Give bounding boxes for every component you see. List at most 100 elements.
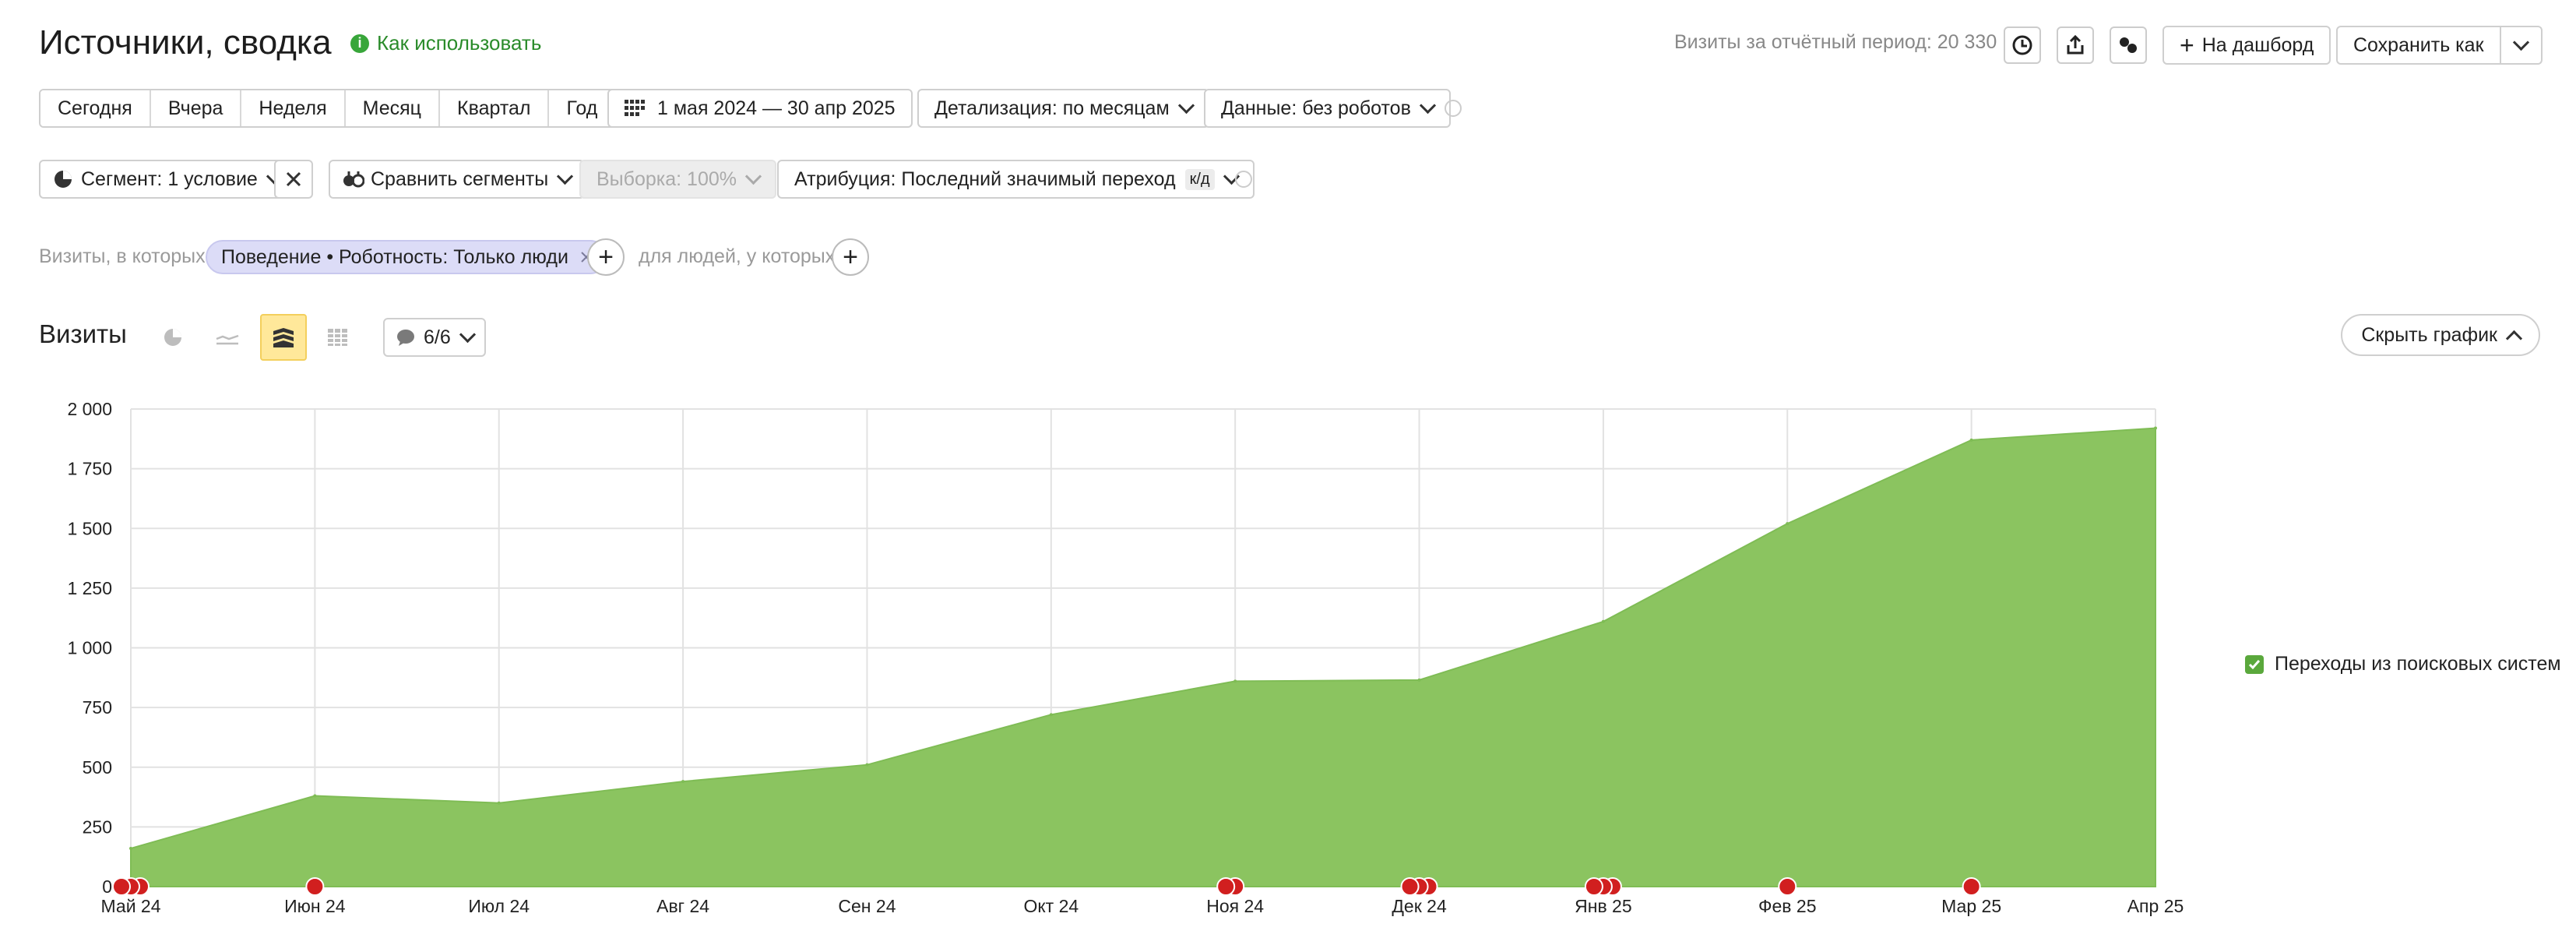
view-bar-button[interactable] (315, 314, 361, 361)
plus-icon: + (2180, 30, 2194, 59)
x-tick-label: Дек 24 (1392, 896, 1447, 916)
loading-icon (1235, 171, 1252, 188)
add-visit-condition-button[interactable]: + (587, 238, 625, 276)
clear-segment-button[interactable] (274, 160, 313, 199)
y-tick-label: 250 (83, 816, 112, 837)
pie-chart-icon (164, 329, 181, 346)
save-as-dropdown[interactable] (2500, 26, 2543, 65)
data-point (865, 763, 869, 767)
y-axis: 0 250 500 750 1 000 1 250 1 500 1 750 2 000 (67, 399, 112, 897)
chevron-down-icon (1419, 97, 1436, 114)
people-condition-prefix: для людей, у которых (639, 245, 836, 267)
x-tick-label: Фев 25 (1758, 896, 1816, 916)
history-button[interactable] (2004, 26, 2041, 64)
range-week[interactable]: Неделя (241, 90, 346, 126)
clock-icon (2012, 35, 2032, 55)
visits-condition-prefix: Визиты, в которых (39, 245, 206, 267)
date-range-picker[interactable]: 1 мая 2024 — 30 апр 2025 (607, 89, 913, 128)
save-as-group: Сохранить как (2336, 26, 2543, 65)
x-tick-label: Июл 24 (468, 896, 530, 916)
range-selector: Сегодня Вчера Неделя Месяц Квартал Год (39, 89, 617, 128)
close-icon (286, 171, 301, 187)
data-point (129, 846, 132, 850)
bar-chart-icon (328, 329, 348, 346)
x-tick-label: Янв 25 (1575, 896, 1632, 916)
segment-select[interactable]: Сегмент: 1 условие (39, 160, 294, 199)
data-point (1233, 679, 1237, 683)
x-tick-label: Окт 24 (1023, 896, 1079, 916)
annotation-markers (112, 877, 1981, 896)
legend-item[interactable]: Переходы из поисковых систем (2245, 653, 2561, 675)
range-quarter[interactable]: Квартал (440, 90, 550, 126)
chevron-down-icon (459, 326, 476, 343)
data-filter-select[interactable]: Данные: без роботов (1204, 89, 1451, 128)
range-month[interactable]: Месяц (345, 90, 440, 126)
note-marker-icon (1216, 877, 1236, 896)
chevron-down-icon (1177, 97, 1195, 114)
x-axis: Май 24 Июн 24 Июл 24 Авг 24 Сен 24 Окт 24 Ноя … (100, 896, 2184, 916)
how-to-label: Как использовать (377, 31, 542, 55)
segments-icon (2120, 37, 2137, 53)
x-tick-label: Мар 25 (1941, 896, 2001, 916)
how-to-link[interactable]: i Как использовать (350, 31, 541, 55)
x-tick-label: Май 24 (100, 896, 160, 916)
attribution-badge: к/д (1184, 168, 1215, 190)
checkbox-checked-icon[interactable] (2245, 654, 2264, 674)
comment-icon (397, 330, 414, 346)
period-visits-label: Визиты за отчётный период: 20 330 (1674, 31, 1997, 53)
line-chart-icon (216, 334, 239, 345)
add-people-condition-button[interactable]: + (832, 238, 869, 276)
y-tick-label: 1 500 (67, 518, 112, 538)
sample-select: Выборка: 100% (579, 160, 776, 199)
x-tick-label: Сен 24 (838, 896, 896, 916)
data-point (1417, 678, 1421, 682)
detail-label: Детализация: по месяцам (934, 97, 1170, 119)
export-button[interactable] (2057, 26, 2094, 64)
page-title: Источники, сводка (39, 23, 332, 62)
data-point (1601, 619, 1605, 623)
note-marker-icon (305, 877, 325, 896)
y-tick-label: 750 (83, 697, 112, 718)
compare-label: Сравнить сегменты (371, 168, 549, 190)
notes-select[interactable]: 6/6 (383, 318, 486, 357)
y-tick-label: 500 (83, 757, 112, 778)
chart-series (129, 426, 2157, 887)
condition-chip[interactable]: Поведение • Роботность: Только люди (206, 240, 607, 274)
area-series-search (130, 427, 2156, 887)
data-point (2154, 426, 2157, 430)
condition-chip-label: Поведение • Роботность: Только люди (221, 245, 568, 268)
notes-count: 6/6 (424, 326, 451, 348)
view-area-button[interactable] (260, 314, 307, 361)
loading-icon (1445, 100, 1462, 117)
attribution-label: Атрибуция: Последний значимый переход (794, 168, 1176, 190)
x-tick-label: Авг 24 (656, 896, 709, 916)
save-as-button[interactable]: Сохранить как (2336, 26, 2501, 65)
view-line-button[interactable] (204, 314, 251, 361)
detail-select[interactable]: Детализация: по месяцам (917, 89, 1209, 128)
chevron-down-icon (557, 168, 574, 185)
range-yesterday[interactable]: Вчера (150, 90, 242, 126)
note-marker-icon (1778, 877, 1797, 896)
calendar-icon (625, 100, 645, 116)
info-icon: i (350, 34, 369, 53)
x-tick-label: Апр 25 (2127, 896, 2184, 916)
range-year[interactable]: Год (549, 90, 615, 126)
note-marker-icon (1584, 877, 1603, 896)
sample-label: Выборка: 100% (596, 168, 737, 190)
add-to-dashboard-button[interactable]: + На дашборд (2163, 26, 2331, 65)
segment-label: Сегмент: 1 условие (81, 168, 258, 190)
x-tick-label: Ноя 24 (1206, 896, 1264, 916)
compare-icon-button[interactable] (2110, 26, 2147, 64)
y-tick-label: 1 000 (67, 638, 112, 658)
attribution-select[interactable]: Атрибуция: Последний значимый переход к/… (777, 160, 1255, 199)
y-tick-label: 1 250 (67, 578, 112, 598)
chevron-down-icon (744, 168, 762, 185)
hide-chart-button[interactable]: Скрыть график (2341, 314, 2540, 356)
view-pie-button[interactable] (150, 314, 196, 361)
pie-icon (55, 171, 72, 188)
range-today[interactable]: Сегодня (40, 90, 151, 126)
data-point (1049, 713, 1053, 717)
compare-segments-select[interactable]: Сравнить сегменты (329, 160, 586, 199)
note-marker-icon (1962, 877, 1981, 896)
note-marker-icon (112, 877, 131, 896)
